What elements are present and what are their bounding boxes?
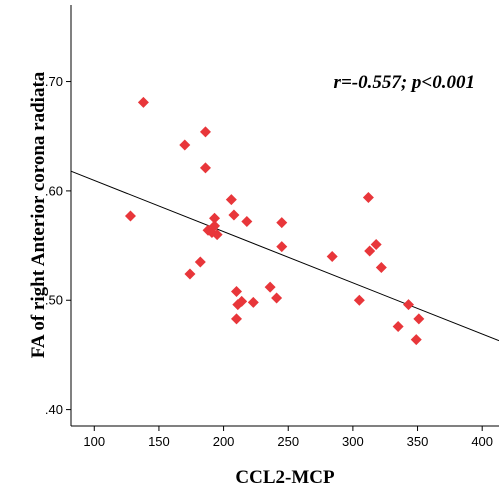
x-tick-label: 200 [213,434,235,449]
x-tick-label: 150 [148,434,170,449]
data-point [370,238,382,250]
data-points [124,96,425,346]
data-point [241,216,253,228]
data-point [137,96,149,108]
data-point [194,256,206,268]
data-point [209,220,221,232]
data-point [211,229,223,241]
y-tick-label: .60 [45,183,63,198]
data-point [124,210,136,222]
data-point [375,261,387,273]
axes: 100 150 200 250 300 350 400 .40 .50 .60 .70 [45,5,499,449]
data-point [364,245,376,257]
x-axis-title: CCL2-MCP [235,467,335,488]
data-point [326,251,338,263]
data-point [264,281,276,293]
x-tick-label: 350 [407,434,429,449]
data-point [199,162,211,174]
data-point [413,313,425,325]
data-point [276,241,288,253]
y-axis-title: FA of right Anterior corona radiata [28,71,49,358]
data-point [184,268,196,280]
data-point [271,292,283,304]
data-point [362,191,374,203]
data-point [276,217,288,229]
data-point [353,294,365,306]
data-point [410,334,422,346]
x-ticks: 100 150 200 250 300 350 400 [83,426,493,449]
data-point [402,299,414,311]
data-point [236,295,248,307]
data-point [247,296,259,308]
y-tick-label: .50 [45,293,63,308]
x-tick-label: 400 [471,434,493,449]
data-point [231,285,243,297]
regression-fit-line [70,170,499,342]
data-point [228,209,240,221]
data-point [231,313,243,325]
y-tick-label: .40 [45,402,63,417]
y-ticks: .40 .50 .60 .70 [45,74,71,417]
correlation-annotation: r=-0.557; p<0.001 [334,72,475,93]
data-point [209,212,221,224]
data-point [199,126,211,138]
data-point [392,320,404,332]
x-tick-label: 250 [277,434,299,449]
y-tick-label: .70 [45,74,63,89]
x-tick-label: 100 [83,434,105,449]
data-point [225,194,237,206]
x-tick-label: 300 [342,434,364,449]
data-point [179,139,191,151]
